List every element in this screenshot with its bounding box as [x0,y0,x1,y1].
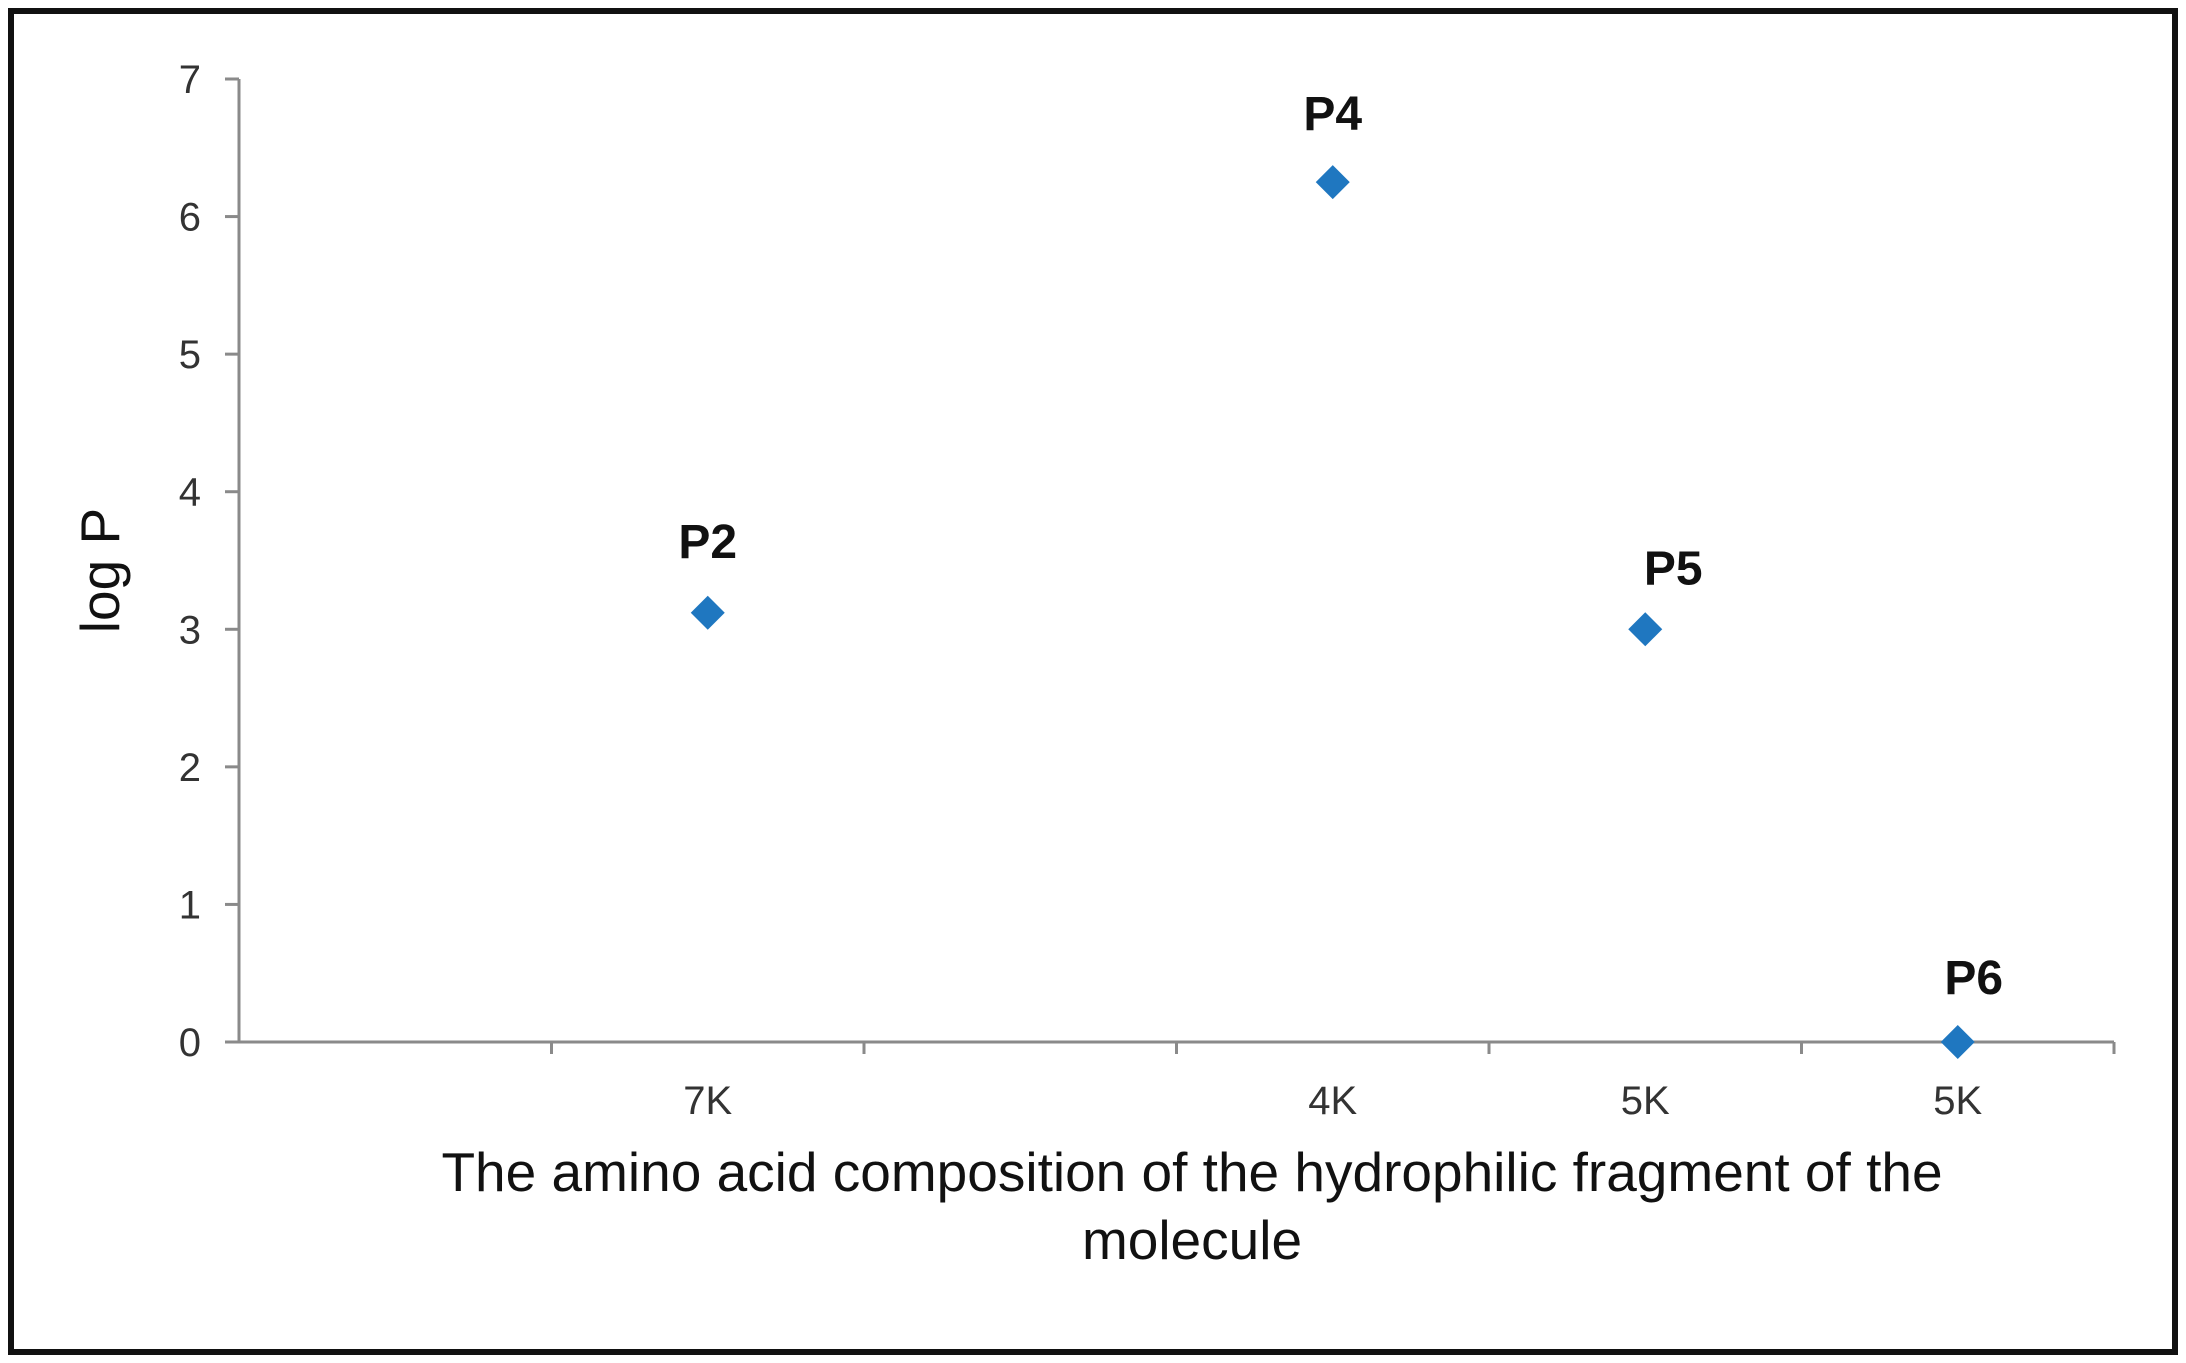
y-tick-label: 0 [179,1021,201,1065]
x-tick-label: 5K [1933,1079,1982,1123]
x-axis-title-line-2: molecule [1082,1209,1302,1271]
data-point-label: P5 [1644,542,1703,595]
y-tick-label: 1 [179,883,201,927]
data-point-label: P4 [1303,88,1362,141]
axes [237,79,2114,1044]
x-axis-title-line-1: The amino acid composition of the hydrop… [441,1141,1942,1203]
x-tick-label: 5K [1621,1079,1670,1123]
x-tick-label: 7K [683,1079,732,1123]
y-ticks: 0 1 2 3 4 5 6 7 [179,58,239,1065]
y-tick-label: 6 [179,196,201,240]
y-axis-title: log P [69,508,131,633]
y-tick-label: 5 [179,333,201,377]
y-tick-label: 4 [179,471,201,515]
y-tick-label: 7 [179,58,201,102]
x-ticks: 7K 4K 5K 5K [550,1042,2116,1123]
y-tick-label: 2 [179,746,201,790]
data-point-label: P2 [678,516,737,569]
data-point-marker [1628,612,1663,647]
data-point-marker [690,595,725,630]
data-point-marker [1315,165,1350,200]
data-point-label: P6 [1944,952,2003,1005]
x-tick-label: 4K [1308,1079,1357,1123]
chart-frame: 0 1 2 3 4 5 6 7 7K 4K 5K 5K P2 P4 P5 P6 log P The ami… [8,8,2178,1355]
data-points: P2 P4 P5 P6 [678,88,2003,1059]
y-tick-label: 3 [179,608,201,652]
scatter-chart: 0 1 2 3 4 5 6 7 7K 4K 5K 5K P2 P4 P5 P6 log P The ami… [69,58,2116,1271]
data-point-marker [1940,1025,1975,1059]
